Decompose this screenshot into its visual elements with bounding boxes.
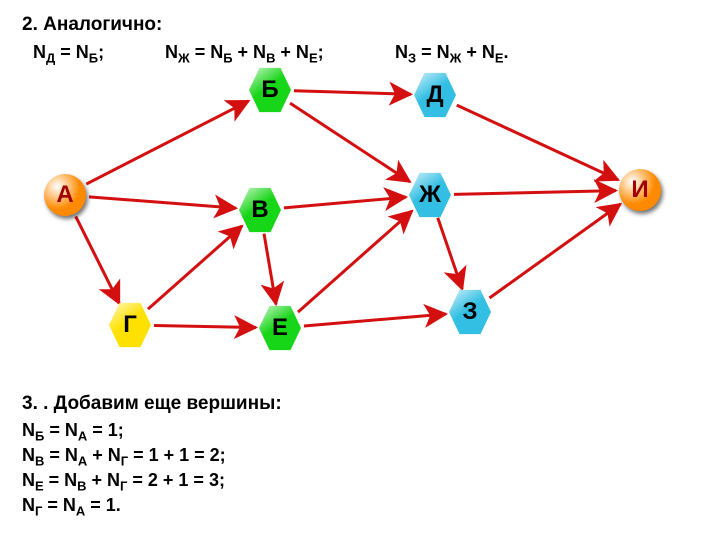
node-D: Д: [414, 71, 456, 119]
edge-E-ZH: [298, 211, 412, 312]
node-Z: З: [449, 288, 491, 336]
node-B: Б: [249, 66, 291, 114]
edge-V-E: [264, 234, 276, 305]
eq-bottom-4: NГ = NА = 1.: [22, 495, 121, 519]
node-A-label: А: [44, 174, 86, 216]
edge-B-D: [294, 91, 411, 95]
node-V-label: В: [239, 186, 281, 234]
node-B-label: Б: [249, 66, 291, 114]
node-D-label: Д: [414, 71, 456, 119]
section-3-heading: 3. . Добавим еще вершины:: [22, 393, 282, 415]
edge-ZH-Z: [438, 218, 462, 290]
eq-bottom-1: NБ = NА = 1;: [22, 420, 124, 444]
node-I-label: И: [619, 169, 661, 211]
edge-V-ZH: [284, 197, 406, 208]
node-ZH: Ж: [409, 171, 451, 219]
edge-G-V: [148, 226, 242, 309]
edge-ZH-I: [454, 191, 616, 195]
edge-D-I: [457, 105, 618, 180]
node-E-label: Е: [259, 304, 301, 352]
edge-A-V: [89, 197, 236, 208]
edge-A-B: [86, 101, 248, 184]
node-E: Е: [259, 304, 301, 352]
node-ZH-label: Ж: [409, 171, 451, 219]
node-I: И: [619, 169, 661, 211]
node-G-label: Г: [109, 301, 151, 349]
node-G: Г: [109, 301, 151, 349]
graph-canvas: [0, 0, 720, 400]
node-V: В: [239, 186, 281, 234]
edge-Z-I: [489, 204, 620, 298]
eq-bottom-3: NЕ = NВ + NГ = 2 + 1 = 3;: [22, 470, 225, 494]
eq-bottom-2: NВ = NА + NГ = 1 + 1 = 2;: [22, 445, 226, 469]
edge-A-G: [76, 216, 120, 303]
node-Z-label: З: [449, 288, 491, 336]
node-A: А: [44, 174, 86, 216]
edge-B-ZH: [290, 103, 410, 182]
edge-E-Z: [304, 314, 446, 326]
edge-G-E: [154, 325, 256, 327]
